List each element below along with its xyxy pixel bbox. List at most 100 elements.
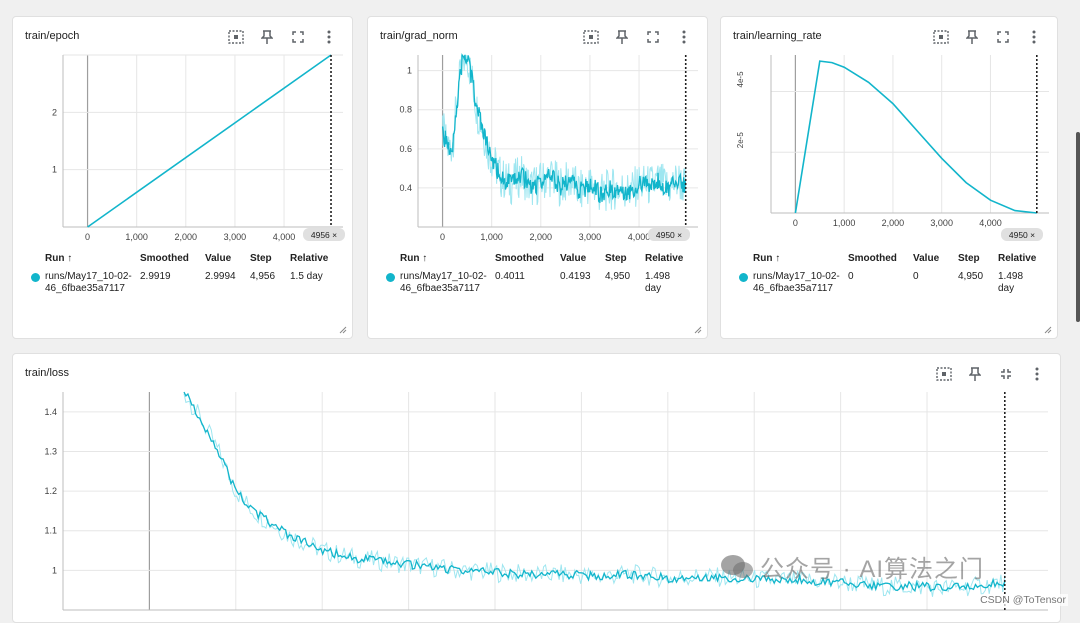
x-tick-label: 4,000: [979, 218, 1002, 228]
relative-value: 1.498 day: [998, 271, 1024, 294]
more-vert-icon[interactable]: [313, 27, 344, 47]
chart-card-grad-norm: train/grad_norm 0 1,000 2,000 3,000 4,000 0.4…: [367, 16, 708, 339]
fullscreen-icon[interactable]: [637, 27, 668, 47]
resize-handle-icon[interactable]: [1044, 326, 1052, 334]
relative-value: 1.5 day: [290, 271, 323, 282]
fit-domain-icon[interactable]: [928, 364, 959, 384]
card-actions: [220, 27, 344, 47]
step-badge: 4956 ×: [303, 228, 345, 241]
card-title: train/grad_norm: [380, 30, 458, 42]
run-table: Run ↑ Smoothed Value Step Relative runs/…: [31, 253, 331, 295]
card-actions: [575, 27, 699, 47]
col-value: Value: [205, 253, 232, 264]
series-line: [183, 391, 1006, 593]
col-relative: Relative: [645, 253, 684, 264]
run-color-dot: [31, 273, 40, 282]
col-step: Step: [250, 253, 272, 264]
col-relative: Relative: [290, 253, 329, 264]
col-run[interactable]: Run ↑: [45, 253, 73, 264]
chart-card-loss: train/loss 1 1.1 1.2 1.3 1.4: [12, 353, 1061, 623]
learning-rate-chart[interactable]: 0 1,000 2,000 3,000 4,000 4e-5 2e-5 4950 ×: [721, 17, 1058, 257]
step-badge-bg: [648, 228, 690, 241]
run-table: Run ↑ Smoothed Value Step Relative runs/…: [386, 253, 686, 295]
y-tick-label: 1.4: [44, 407, 57, 417]
pin-icon[interactable]: [959, 364, 990, 384]
table-row: runs/May17_10-02-46_6fbae35a7117 0.4011 …: [386, 271, 686, 295]
more-vert-icon[interactable]: [668, 27, 699, 47]
table-row: runs/May17_10-02-46_6fbae35a7117 2.9919 …: [31, 271, 331, 295]
wechat-icon: [721, 554, 753, 578]
card-title: train/learning_rate: [733, 30, 822, 42]
x-tick-label: 3,000: [930, 218, 953, 228]
series-line: [87, 54, 332, 228]
run-name: runs/May17_10-02-46_6fbae35a7117: [753, 271, 840, 294]
more-vert-icon[interactable]: [1018, 27, 1049, 47]
step-value: 4,950: [958, 271, 984, 282]
y-tick-label: 0.8: [399, 105, 412, 115]
exit-fullscreen-icon[interactable]: [990, 364, 1021, 384]
col-step: Step: [958, 253, 980, 264]
x-tick-label: 4,000: [628, 232, 651, 242]
resize-handle-icon[interactable]: [339, 326, 347, 334]
col-smoothed: Smoothed: [848, 253, 897, 264]
y-tick-label: 1.2: [44, 486, 57, 496]
y-tick-label: 1: [407, 66, 412, 76]
col-value: Value: [913, 253, 940, 264]
y-tick-label: 1.1: [44, 526, 57, 536]
run-table: Run ↑ Smoothed Value Step Relative runs/…: [739, 253, 1039, 295]
x-tick-label: 1,000: [480, 232, 503, 242]
col-run[interactable]: Run ↑: [753, 253, 781, 264]
pin-icon[interactable]: [606, 27, 637, 47]
series-line: [794, 60, 1037, 214]
step-badge-label: 4950 ×: [1009, 230, 1035, 240]
csdn-credit: CSDN @ToTensor: [978, 594, 1068, 606]
smoothed-value: 2.9919: [140, 271, 171, 282]
y-tick-label: 0.4: [399, 183, 412, 193]
x-tick-label: 2,000: [882, 218, 905, 228]
step-badge-bg: [1001, 228, 1043, 241]
pin-icon[interactable]: [251, 27, 282, 47]
fit-domain-icon[interactable]: [575, 27, 606, 47]
col-relative: Relative: [998, 253, 1037, 264]
epoch-chart[interactable]: 0 1,000 2,000 3,000 4,000 1 2 4956 ×: [13, 17, 353, 257]
run-color-dot: [739, 273, 748, 282]
x-tick-label: 3,000: [579, 232, 602, 242]
x-tick-label: 0: [440, 232, 445, 242]
col-smoothed: Smoothed: [140, 253, 189, 264]
step-badge-label: 4956 ×: [311, 230, 337, 240]
col-run[interactable]: Run ↑: [400, 253, 428, 264]
x-tick-label: 3,000: [224, 232, 247, 242]
watermark: 公众号 · AI算法之门: [720, 549, 984, 584]
raw-value: 0.4193: [560, 271, 591, 282]
col-step: Step: [605, 253, 627, 264]
y-tick-label: 2: [52, 107, 57, 117]
card-title: train/loss: [25, 367, 70, 379]
more-vert-icon[interactable]: [1021, 364, 1052, 384]
relative-value: 1.498 day: [645, 271, 671, 294]
raw-value: 0: [913, 271, 919, 282]
pin-icon[interactable]: [956, 27, 987, 47]
resize-handle-icon[interactable]: [694, 326, 702, 334]
x-tick-label: 2,000: [530, 232, 553, 242]
fit-domain-icon[interactable]: [220, 27, 251, 47]
smoothed-value: 0.4011: [495, 271, 525, 282]
fullscreen-icon[interactable]: [987, 27, 1018, 47]
raw-series-line: [183, 393, 1006, 597]
x-tick-label: 2,000: [175, 232, 198, 242]
y-tick-label: 4e-5: [736, 71, 745, 88]
fit-domain-icon[interactable]: [925, 27, 956, 47]
grad-norm-chart[interactable]: 0 1,000 2,000 3,000 4,000 0.4 0.6 0.8 1 4950 ×: [368, 17, 708, 257]
watermark-text: 公众号 · AI算法之门: [760, 556, 985, 583]
y-tick-label: 1: [52, 165, 57, 175]
y-tick-label: 1.3: [44, 446, 57, 456]
y-tick-label: 2e-5: [736, 132, 745, 149]
smoothed-value: 0: [848, 271, 854, 282]
fullscreen-icon[interactable]: [282, 27, 313, 47]
step-value: 4,956: [250, 271, 276, 282]
loss-chart[interactable]: 1 1.1 1.2 1.3 1.4: [13, 354, 1061, 614]
step-value: 4,950: [605, 271, 631, 282]
y-tick-label: 1: [52, 565, 57, 575]
step-badge: 4950 ×: [1001, 228, 1043, 241]
page-scrollbar[interactable]: [1076, 132, 1080, 322]
x-tick-label: 0: [793, 218, 798, 228]
